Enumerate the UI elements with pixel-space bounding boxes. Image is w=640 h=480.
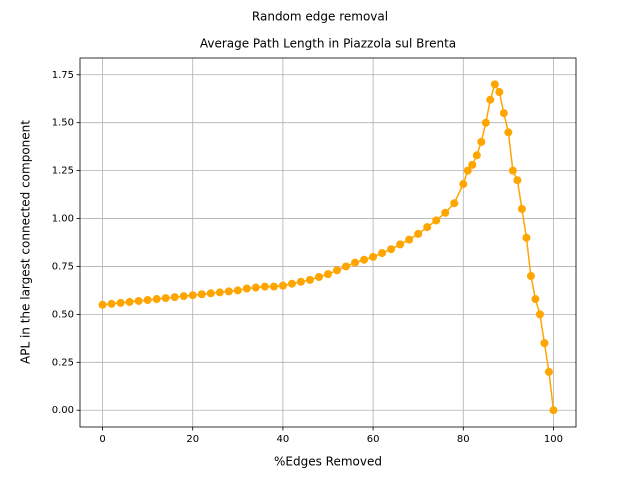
suptitle: Random edge removal: [252, 10, 388, 24]
y-tick-label: 1.25: [52, 166, 74, 177]
marker: [314, 273, 323, 282]
marker: [215, 288, 224, 297]
marker: [333, 266, 342, 275]
marker: [432, 216, 441, 225]
marker: [360, 255, 369, 264]
marker: [540, 339, 549, 348]
marker: [278, 281, 287, 290]
marker: [477, 137, 486, 146]
marker: [522, 233, 531, 242]
marker: [481, 118, 490, 127]
marker: [535, 310, 544, 319]
x-tick-label: 40: [277, 434, 290, 445]
marker: [549, 406, 558, 415]
x-tick-label: 80: [457, 434, 470, 445]
x-tick-label: 0: [99, 434, 105, 445]
marker: [486, 95, 495, 104]
marker: [161, 294, 170, 303]
marker: [468, 160, 477, 169]
x-tick-label: 100: [544, 434, 563, 445]
marker: [414, 229, 423, 238]
marker: [531, 295, 540, 304]
marker: [463, 166, 472, 175]
y-tick-label: 1.00: [52, 214, 74, 225]
chart-title: Average Path Length in Piazzola sul Bren…: [200, 37, 456, 51]
marker: [179, 292, 188, 301]
marker: [495, 88, 504, 97]
marker: [517, 204, 526, 213]
y-tick-label: 0.25: [52, 357, 74, 368]
marker: [450, 199, 459, 208]
marker: [387, 245, 396, 254]
marker: [188, 291, 197, 300]
marker: [125, 297, 134, 306]
marker: [305, 275, 314, 284]
x-tick-label: 20: [186, 434, 199, 445]
marker: [459, 180, 468, 189]
marker: [423, 223, 432, 232]
marker: [170, 293, 179, 302]
x-tick-label: 60: [367, 434, 380, 445]
x-axis-label: %Edges Removed: [274, 455, 382, 469]
marker: [441, 208, 450, 217]
marker: [152, 295, 161, 304]
marker: [378, 249, 387, 258]
marker: [369, 252, 378, 261]
marker: [504, 128, 513, 137]
marker: [513, 176, 522, 185]
y-tick-label: 0.50: [52, 309, 74, 320]
marker: [296, 277, 305, 286]
marker: [508, 166, 517, 175]
marker: [143, 296, 152, 305]
marker: [287, 279, 296, 288]
marker: [351, 258, 360, 267]
marker: [405, 235, 414, 244]
marker: [324, 270, 332, 279]
marker: [197, 290, 206, 299]
marker: [396, 240, 405, 249]
marker: [260, 282, 269, 291]
marker: [251, 283, 260, 292]
marker: [499, 109, 508, 118]
marker: [98, 300, 107, 309]
marker: [342, 262, 351, 271]
y-tick-label: 1.50: [52, 118, 74, 129]
marker: [472, 151, 481, 160]
marker: [116, 298, 125, 307]
marker: [134, 296, 143, 305]
line: [102, 82, 555, 411]
y-tick-label: 1.75: [52, 70, 74, 81]
marker: [233, 286, 242, 295]
marker: [544, 367, 553, 376]
marker: [242, 284, 251, 293]
y-tick-label: 0.00: [52, 405, 74, 416]
marker: [490, 80, 499, 89]
y-tick-label: 0.75: [52, 261, 74, 272]
y-axis-label: APL in the largest connected component: [19, 120, 33, 364]
marker: [107, 299, 116, 308]
marker: [224, 287, 233, 296]
plot-frame: [79, 57, 577, 428]
marker: [526, 272, 535, 281]
marker: [206, 289, 215, 298]
marker: [269, 282, 278, 291]
